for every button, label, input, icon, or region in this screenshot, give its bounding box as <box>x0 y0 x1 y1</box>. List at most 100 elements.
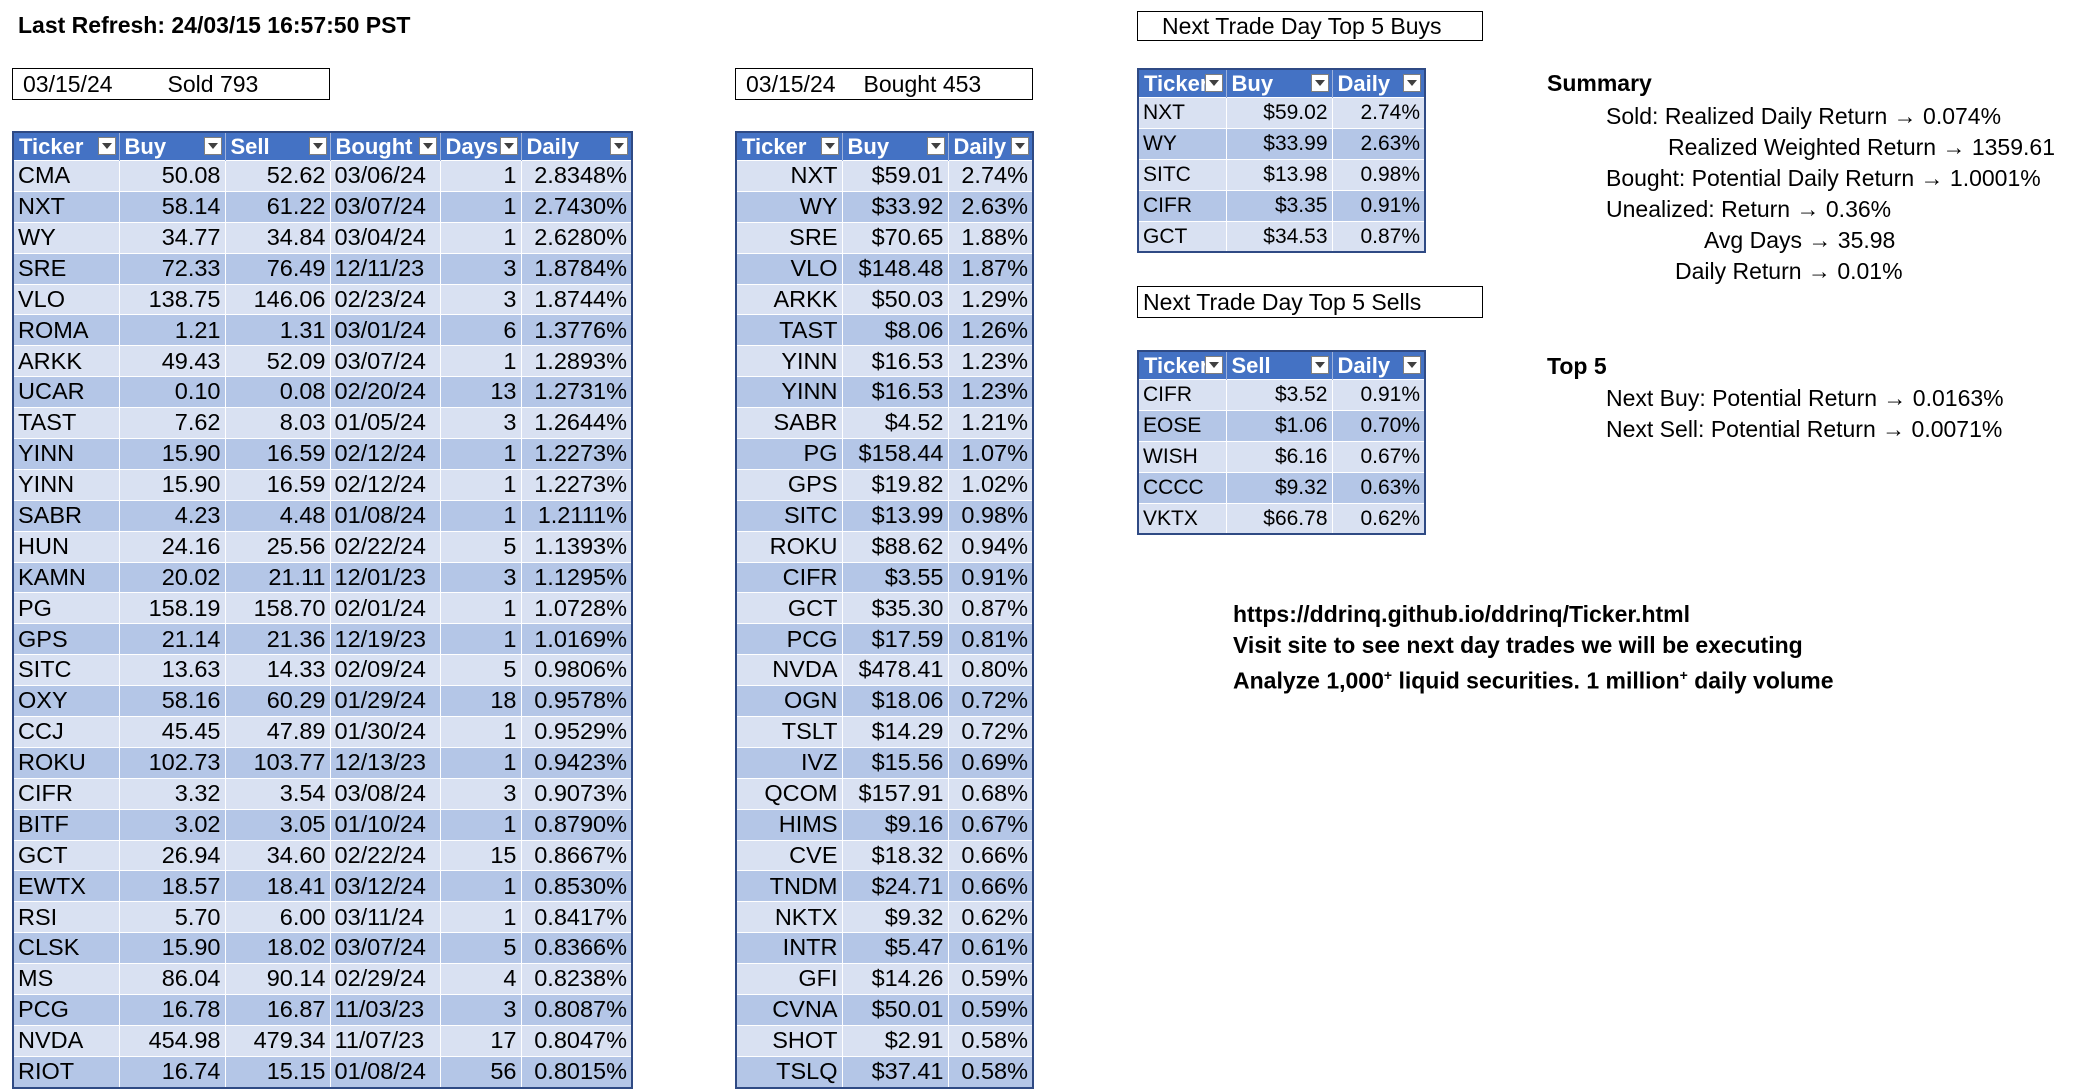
filter-dropdown-icon[interactable] <box>418 137 437 155</box>
table-cell: 16.59 <box>224 438 331 470</box>
table-cell: 14.33 <box>224 654 331 687</box>
column-header[interactable]: Ticker <box>736 132 843 161</box>
table-row: NVDA 454.98 479.34 11/07/23 17 0.8047% <box>12 1024 633 1057</box>
table-cell: 1 <box>439 870 522 903</box>
filter-dropdown-icon[interactable] <box>308 137 327 155</box>
table-cell: 0.66% <box>947 839 1034 872</box>
table-cell: 2.74% <box>1331 97 1426 129</box>
filter-dropdown-icon[interactable] <box>820 137 839 155</box>
filter-dropdown-icon[interactable] <box>1403 356 1421 374</box>
table-cell: 0.62% <box>947 901 1034 934</box>
filter-dropdown-icon[interactable] <box>1011 137 1029 155</box>
table-cell: 1.1295% <box>520 561 633 594</box>
table-row: YINN $16.53 1.23% <box>735 376 1034 409</box>
table-cell: 49.43 <box>118 345 226 378</box>
column-header[interactable]: Buy <box>842 132 949 161</box>
table-cell: 02/12/24 <box>329 468 441 501</box>
table-cell: 5.70 <box>118 901 226 934</box>
column-header[interactable]: Ticker <box>13 132 120 161</box>
table-cell: 0.98% <box>947 499 1034 532</box>
table-row: GCT $34.53 0.87% <box>1137 220 1426 253</box>
table-cell: 12/11/23 <box>329 252 441 285</box>
filter-dropdown-icon[interactable] <box>1310 74 1329 92</box>
filter-dropdown-icon[interactable] <box>499 137 518 155</box>
table-cell: $478.41 <box>841 654 949 687</box>
table-cell: 1.1393% <box>520 530 633 563</box>
column-header[interactable]: Buy <box>1226 69 1333 98</box>
column-header[interactable]: Ticker <box>1138 69 1227 98</box>
table-cell: 1.2273% <box>520 468 633 501</box>
column-header[interactable]: Daily <box>1332 69 1426 98</box>
table-cell: 158.70 <box>224 592 331 625</box>
column-header[interactable]: Buy <box>119 132 226 161</box>
table-row: SABR $4.52 1.21% <box>735 407 1034 440</box>
filter-dropdown-icon[interactable] <box>1403 74 1421 92</box>
table-cell: 1.2644% <box>520 407 633 440</box>
column-header[interactable]: Ticker <box>1138 351 1227 380</box>
table-cell: 0.8366% <box>520 932 633 965</box>
table-cell: $14.29 <box>841 716 949 748</box>
table-cell: 60.29 <box>224 685 331 718</box>
table-cell: 03/11/24 <box>329 901 441 934</box>
table-cell: $33.92 <box>841 190 949 223</box>
table-cell: $70.65 <box>841 221 949 254</box>
table-cell: 1 <box>439 345 522 378</box>
table-cell: 15.15 <box>224 1055 331 1089</box>
table-cell: 1.8784% <box>520 252 633 285</box>
table-cell: 3.54 <box>224 777 331 810</box>
filter-dropdown-icon[interactable] <box>1310 356 1329 374</box>
table-cell: 03/07/24 <box>329 190 441 223</box>
table-row: CIFR $3.35 0.91% <box>1137 189 1426 222</box>
table-cell: PCG <box>735 623 843 656</box>
filter-dropdown-icon[interactable] <box>203 137 222 155</box>
table-cell: 0.9806% <box>520 654 633 687</box>
column-header[interactable]: Daily <box>948 132 1034 161</box>
table-cell: 1.88% <box>947 221 1034 254</box>
table-cell: QCOM <box>735 777 843 810</box>
filter-dropdown-icon[interactable] <box>926 137 945 155</box>
table-cell: 03/07/24 <box>329 932 441 965</box>
table-cell: 1.23% <box>947 345 1034 378</box>
column-header[interactable]: Daily <box>521 132 633 161</box>
table-cell: 01/29/24 <box>329 685 441 718</box>
filter-dropdown-icon[interactable] <box>97 137 116 155</box>
table-row: CVE $18.32 0.66% <box>735 839 1034 872</box>
table-cell: SITC <box>12 654 120 687</box>
table-cell: 61.22 <box>224 190 331 223</box>
table-cell: 02/22/24 <box>329 839 441 872</box>
column-header[interactable]: Days <box>440 132 522 161</box>
table-cell: 0.59% <box>947 994 1034 1026</box>
table-row: TSLT $14.29 0.72% <box>735 716 1034 748</box>
table-cell: 0.69% <box>947 746 1034 779</box>
table-cell: $13.98 <box>1225 158 1333 191</box>
filter-dropdown-icon[interactable] <box>610 137 628 155</box>
filter-dropdown-icon[interactable] <box>1204 356 1223 374</box>
column-header[interactable]: Sell <box>225 132 331 161</box>
table-cell: CIFR <box>12 777 120 810</box>
table-cell: 13.63 <box>118 654 226 687</box>
bought-table: Ticker Buy Daily NXT $59.01 2.74% WY $33.92 2.6… <box>735 131 1034 1089</box>
table-cell: 56 <box>439 1055 522 1089</box>
table-row: EWTX 18.57 18.41 03/12/24 1 0.8530% <box>12 870 633 903</box>
table-cell: $66.78 <box>1225 502 1333 535</box>
summary-line: Bought: Potential Daily Return → 1.0001% <box>1606 165 2041 191</box>
table-cell: YINN <box>12 438 120 470</box>
table-cell: 1.2731% <box>520 376 633 409</box>
filter-dropdown-icon[interactable] <box>1204 74 1223 92</box>
site-url[interactable]: https://ddrinq.github.io/ddrinq/Ticker.h… <box>1233 601 1690 627</box>
table-cell: ROKU <box>12 746 120 779</box>
table-cell: $3.52 <box>1225 379 1333 411</box>
column-header-label: Daily <box>526 133 580 159</box>
table-cell: 11/07/23 <box>329 1024 441 1057</box>
column-header[interactable]: Bought <box>330 132 441 161</box>
table-cell: 1.21 <box>118 314 226 347</box>
table-cell: 3.05 <box>224 808 331 841</box>
table-row: NXT $59.01 2.74% <box>735 160 1034 192</box>
table-cell: $35.30 <box>841 592 949 625</box>
table-cell: 0.63% <box>1331 471 1426 504</box>
table-cell: 1.02% <box>947 468 1034 501</box>
column-header[interactable]: Sell <box>1226 351 1333 380</box>
table-cell: GCT <box>1137 220 1227 253</box>
table-row: WY $33.92 2.63% <box>735 190 1034 223</box>
column-header[interactable]: Daily <box>1332 351 1426 380</box>
